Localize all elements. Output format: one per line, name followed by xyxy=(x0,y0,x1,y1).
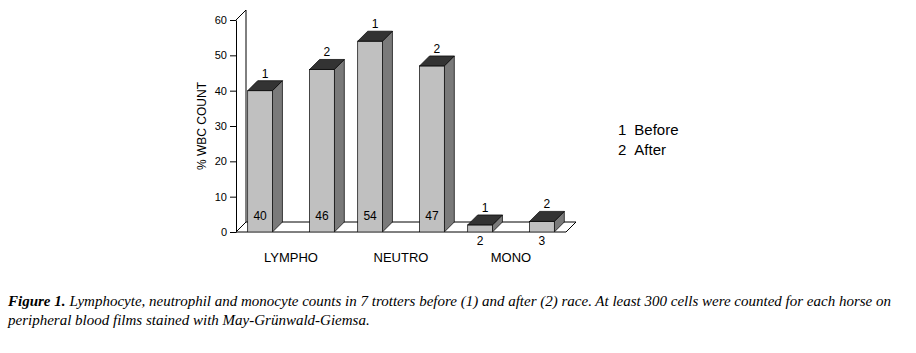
legend-entry: 1 Before xyxy=(618,121,679,138)
bar xyxy=(420,66,445,232)
y-tick-mark xyxy=(230,161,236,162)
bar-top xyxy=(248,81,283,91)
y-tick: 40 xyxy=(215,85,236,97)
y-tick-mark xyxy=(230,232,236,233)
x-tick-label: MONO xyxy=(491,250,531,265)
y-tick-label: 0 xyxy=(221,226,227,238)
bar-group xyxy=(310,59,345,232)
series-label: 1 xyxy=(372,17,379,31)
data-label: 40 xyxy=(253,209,267,223)
bars xyxy=(248,31,565,232)
y-axis-line xyxy=(236,21,237,233)
y-axis: 0 10 20 30 40 50 60 xyxy=(215,14,237,238)
caption-label: Figure 1. xyxy=(8,293,66,309)
frame xyxy=(236,10,576,232)
y-tick-label: 40 xyxy=(215,85,227,97)
y-tick-label: 60 xyxy=(215,14,227,26)
y-tick: 60 xyxy=(215,14,236,26)
y-tick-mark xyxy=(230,197,236,198)
legend-entry: 2 After xyxy=(618,141,666,158)
series-label: 2 xyxy=(544,197,551,211)
y-tick: 50 xyxy=(215,49,236,61)
y-tick-mark xyxy=(230,91,236,92)
bar-side xyxy=(382,31,392,232)
labels: 1 40 1 54 1 2 2 46 2 47 2 3 xyxy=(253,17,550,248)
legend: 1 Before 2 After xyxy=(618,121,679,158)
legend-name: Before xyxy=(634,121,678,138)
x-tick: MONO xyxy=(491,250,531,265)
bar-top xyxy=(420,56,455,66)
y-tick: 20 xyxy=(215,155,236,167)
bar-top xyxy=(530,211,565,221)
bar-group xyxy=(358,31,393,232)
floor xyxy=(236,222,576,232)
bar-top xyxy=(468,215,503,225)
wall-edge xyxy=(236,10,246,20)
data-label: 46 xyxy=(315,209,329,223)
x-tick-label: NEUTRO xyxy=(374,250,429,265)
bar xyxy=(468,225,493,232)
y-tick: 30 xyxy=(215,120,236,132)
bar-group xyxy=(420,56,455,232)
y-tick-label: 10 xyxy=(215,191,227,203)
chart-svg: 14015412246247230102030405060LYMPHONEUTR… xyxy=(0,0,916,290)
series-label: 1 xyxy=(262,67,269,81)
data-label: 47 xyxy=(425,209,439,223)
bar-top xyxy=(358,31,393,41)
y-tick-label: 20 xyxy=(215,155,227,167)
data-label: 54 xyxy=(363,209,377,223)
series-label: 2 xyxy=(324,45,331,59)
bar xyxy=(248,91,273,232)
y-tick: 10 xyxy=(215,191,236,203)
caption-text: Lymphocyte, neutrophil and monocyte coun… xyxy=(8,293,891,328)
caption: Figure 1.Lymphocyte, neutrophil and mono… xyxy=(8,292,908,330)
bar-top xyxy=(310,59,345,69)
y-tick-label: 50 xyxy=(215,49,227,61)
bar-side xyxy=(334,59,344,232)
y-tick: 0 xyxy=(221,226,236,238)
bar-group xyxy=(468,215,503,232)
data-label: 2 xyxy=(477,234,484,248)
bar xyxy=(530,221,555,232)
chart: 14015412246247230102030405060LYMPHONEUTR… xyxy=(0,0,916,290)
legend-label: 1 xyxy=(618,121,626,138)
back-wall xyxy=(246,10,247,222)
series-label: 2 xyxy=(434,42,441,56)
data-label: 3 xyxy=(539,234,546,248)
x-tick-label: LYMPHO xyxy=(264,250,318,265)
x-axis: LYMPHO NEUTRO MONO xyxy=(264,250,531,265)
y-tick-mark xyxy=(230,55,236,56)
bar xyxy=(358,41,383,232)
bar-side xyxy=(444,56,454,232)
y-tick-label: 30 xyxy=(215,120,227,132)
x-tick: LYMPHO xyxy=(264,250,318,265)
y-tick-mark xyxy=(230,20,236,21)
y-label: % WBC COUNT xyxy=(195,81,209,170)
bar-group xyxy=(248,81,283,232)
bar-group xyxy=(530,211,565,232)
y-tick-mark xyxy=(230,126,236,127)
bar-side xyxy=(272,81,282,232)
legend-name: After xyxy=(634,141,666,158)
series-label: 1 xyxy=(482,201,489,215)
x-tick: NEUTRO xyxy=(374,250,429,265)
bar xyxy=(310,69,335,232)
legend-label: 2 xyxy=(618,141,626,158)
